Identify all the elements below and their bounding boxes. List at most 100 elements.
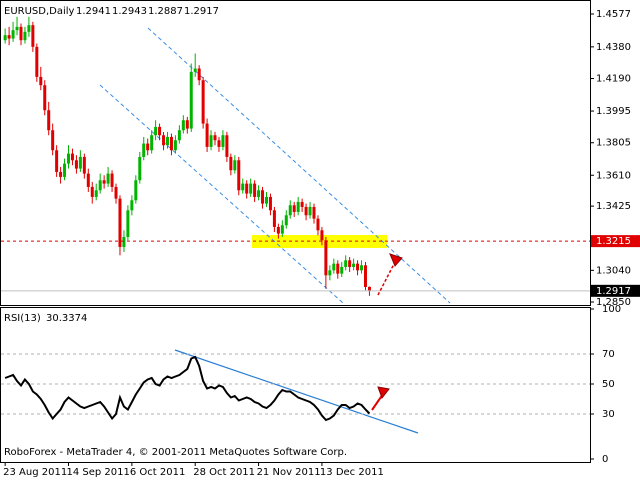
y-tick-label: 1.3805: [596, 138, 631, 149]
candle-body: [241, 183, 245, 191]
candle-body: [201, 80, 205, 124]
footer: RoboForex - MetaTrader 4, © 2001-2011 Me…: [4, 447, 347, 458]
candle-body: [292, 205, 296, 212]
candle-body: [130, 200, 134, 211]
candle-body: [142, 143, 146, 157]
y-tick-label: 1.4190: [596, 74, 631, 85]
open-value: 1.2941: [76, 6, 111, 17]
candle-body: [261, 190, 265, 204]
chart-title: EURUSD,Daily: [4, 6, 75, 17]
candle-body: [249, 183, 253, 194]
candle-body: [94, 190, 98, 197]
candle-body: [138, 156, 142, 181]
candle-body: [352, 263, 356, 267]
rsi-tick-label: 70: [602, 349, 615, 360]
candle-body: [169, 136, 173, 151]
main-frame: [0, 0, 591, 306]
candle-body: [272, 210, 276, 227]
candle-body: [82, 156, 86, 174]
high-value: 1.2943: [112, 6, 147, 17]
candle-body: [154, 126, 158, 136]
candle-body: [55, 150, 59, 172]
candle-body: [229, 156, 233, 171]
candle-body: [312, 206, 316, 219]
x-tick-label: 13 Dec 2011: [320, 467, 384, 478]
candle-body: [205, 123, 209, 147]
candle-body: [158, 126, 162, 136]
candle-body: [300, 201, 304, 207]
price-label: 1.2917: [596, 286, 631, 297]
candle-body: [225, 135, 229, 157]
candle-body: [209, 135, 213, 147]
candle-body: [197, 68, 201, 81]
candle-body: [114, 186, 118, 199]
candle-body: [102, 180, 106, 184]
candle-body: [185, 120, 189, 129]
rsi-title: RSI(13): [4, 313, 41, 324]
x-tick-label: 28 Oct 2011: [193, 467, 255, 478]
candle-body: [35, 46, 39, 77]
y-tick-label: 1.3040: [596, 265, 631, 276]
rsi-tick-label: 50: [602, 379, 615, 390]
candle-body: [336, 263, 340, 274]
candle-body: [70, 153, 74, 161]
candle-body: [118, 198, 122, 247]
candle-body: [356, 263, 360, 271]
candle-body: [328, 270, 332, 276]
candle-body: [86, 173, 90, 187]
candle-body: [189, 71, 193, 129]
candle-body: [253, 183, 257, 197]
y-tick-label: 1.4577: [596, 9, 631, 20]
candle-body: [146, 143, 150, 151]
candle-body: [257, 190, 261, 197]
candle-body: [3, 35, 7, 41]
x-tick-label: 21 Nov 2011: [257, 467, 321, 478]
candle-body: [122, 236, 126, 247]
y-tick-label: 1.3610: [596, 170, 631, 181]
candle-body: [98, 180, 102, 191]
candle-body: [344, 260, 348, 267]
candle-body: [23, 31, 27, 41]
level-label: 1.3215: [596, 236, 631, 247]
y-tick-label: 1.3995: [596, 106, 631, 117]
candle-body: [43, 85, 47, 111]
candle-body: [173, 140, 177, 151]
x-tick-label: 23 Aug 2011: [3, 467, 67, 478]
candle-body: [245, 183, 249, 194]
level-box: [591, 235, 640, 248]
x-tick-label: 6 Oct 2011: [130, 467, 185, 478]
candle-body: [348, 260, 352, 267]
candle-body: [63, 163, 67, 177]
candle-body: [367, 286, 371, 291]
candle-body: [90, 186, 94, 197]
candle-body: [221, 135, 225, 147]
candle-body: [320, 230, 324, 241]
candle-body: [288, 205, 292, 216]
candle-body: [332, 263, 336, 271]
candle-body: [308, 206, 312, 216]
channel-upper: [147, 27, 451, 304]
x-tick-label: 14 Sep 2011: [67, 467, 130, 478]
candle-body: [27, 25, 31, 32]
rsi-value: 30.3374: [46, 313, 87, 324]
rsi-tick-label: 100: [602, 304, 621, 315]
candle-body: [150, 135, 154, 151]
candle-body: [360, 265, 364, 271]
candle-body: [162, 135, 166, 146]
candle-body: [15, 26, 19, 31]
candle-body: [193, 68, 197, 72]
candle-body: [47, 110, 51, 131]
candle-body: [110, 173, 114, 187]
candle-body: [268, 196, 272, 211]
candle-body: [363, 265, 367, 287]
plot: [1, 16, 590, 422]
y-tick-label: 1.2850: [596, 297, 631, 308]
candle-body: [106, 173, 110, 184]
candle-body: [296, 201, 300, 212]
candle-body: [31, 25, 35, 47]
candle-body: [213, 135, 217, 141]
rsi-tick-label: 30: [602, 409, 615, 420]
rsi-trendline: [174, 349, 419, 434]
candle-body: [280, 225, 284, 234]
